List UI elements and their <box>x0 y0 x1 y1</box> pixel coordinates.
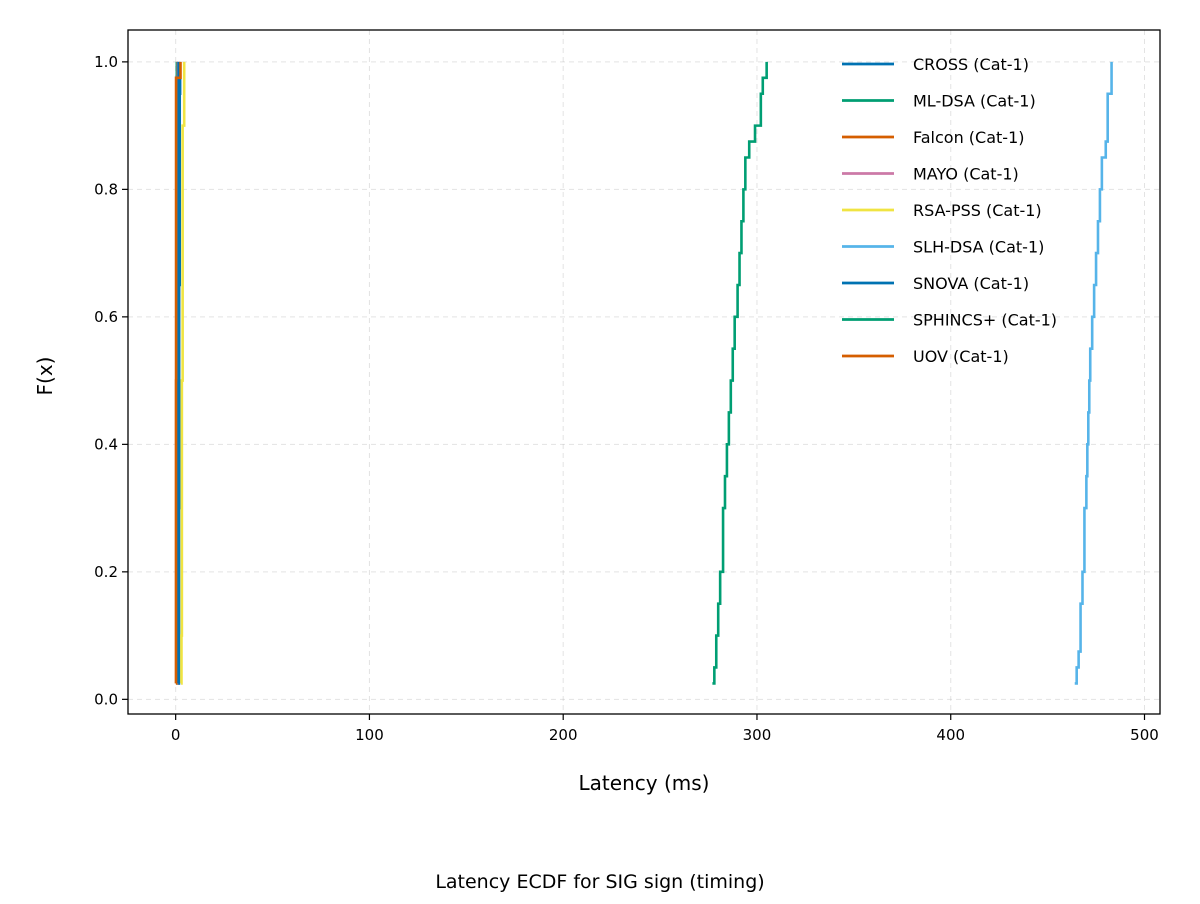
x-tick-label: 400 <box>936 726 965 744</box>
chart-caption: Latency ECDF for SIG sign (timing) <box>435 871 764 893</box>
y-axis-label: F(x) <box>33 357 57 396</box>
series-lines <box>176 62 1112 684</box>
y-tick-label: 0.8 <box>94 180 118 198</box>
y-tick-label: 0.6 <box>94 308 118 326</box>
y-tick-label: 0.2 <box>94 563 118 581</box>
legend-label-uov-cat-1: UOV (Cat-1) <box>913 347 1009 366</box>
y-tick-label: 0.0 <box>94 690 118 708</box>
legend-label-rsa-pss-cat-1: RSA-PSS (Cat-1) <box>913 201 1042 220</box>
x-tick-label: 200 <box>549 726 578 744</box>
legend-label-falcon-cat-1: Falcon (Cat-1) <box>913 128 1024 147</box>
y-tick-label: 1.0 <box>94 53 118 71</box>
legend-label-snova-cat-1: SNOVA (Cat-1) <box>913 274 1029 293</box>
x-axis-label: Latency (ms) <box>579 771 710 795</box>
x-tick-label: 100 <box>355 726 384 744</box>
legend-label-slh-dsa-cat-1: SLH-DSA (Cat-1) <box>913 238 1044 257</box>
legend-label-ml-dsa-cat-1: ML-DSA (Cat-1) <box>913 92 1036 111</box>
legend-label-mayo-cat-1: MAYO (Cat-1) <box>913 165 1019 184</box>
series-line-slh-dsa-cat-1 <box>1075 62 1112 684</box>
x-tick-label: 0 <box>171 726 181 744</box>
y-axis-ticks: 0.0 0.2 0.4 0.6 0.8 1.0 <box>94 53 128 708</box>
x-tick-label: 500 <box>1130 726 1159 744</box>
x-axis-ticks: 0 100 200 300 400 500 <box>171 714 1159 744</box>
legend-label-sphincs-cat-1: SPHINCS+ (Cat-1) <box>913 311 1057 330</box>
series-line-rsa-pss-cat-1 <box>181 62 184 684</box>
y-tick-label: 0.4 <box>94 435 118 453</box>
x-tick-label: 300 <box>743 726 772 744</box>
series-line-sphincs-cat-1 <box>712 62 766 684</box>
legend: CROSS (Cat-1) ML-DSA (Cat-1) Falcon (Cat-1… <box>842 55 1057 366</box>
legend-label-cross-cat-1: CROSS (Cat-1) <box>913 55 1029 74</box>
